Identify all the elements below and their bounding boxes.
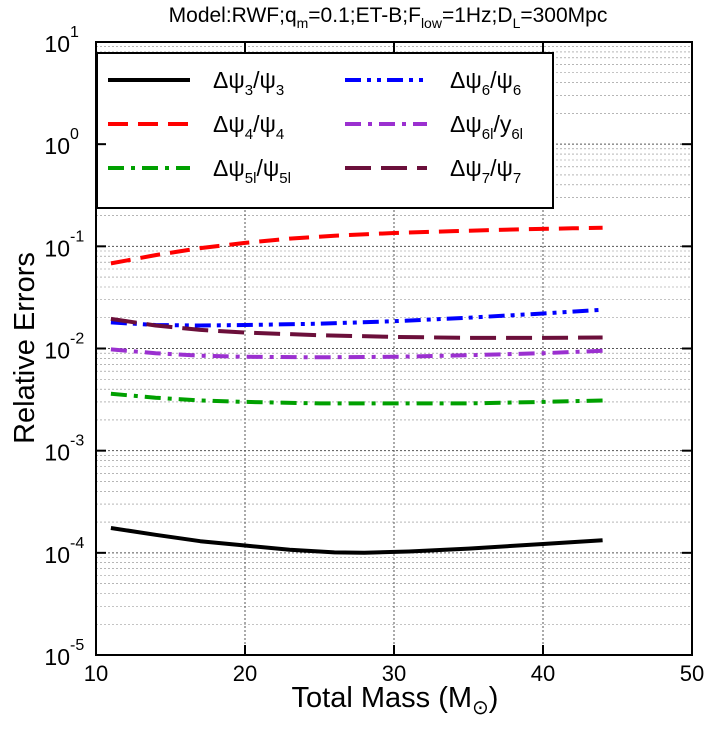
legend-label: Δψ6l/y6l [450,111,523,143]
y-tick-exponent: -1 [70,228,84,245]
y-axis-label: Relative Errors [9,252,41,444]
x-tick-label: 10 [84,661,108,686]
x-tick-label: 50 [680,661,704,686]
y-tick-label: 10 [44,440,70,466]
x-tick-label: 20 [233,661,257,686]
y-tick-label: 10 [44,31,70,57]
x-axis-label: Total Mass (M⊙) [292,682,499,719]
y-tick-exponent: -4 [70,535,84,552]
x-tick-label: 40 [531,661,555,686]
legend-label: Δψ7/ψ7 [450,155,521,187]
y-tick-exponent: 1 [70,24,79,41]
y-tick-label: 10 [44,235,70,261]
y-tick-label: 10 [44,644,70,670]
y-tick-label: 10 [44,133,70,159]
x-tick-label: 30 [382,661,406,686]
legend: Δψ3/ψ3 Δψ6/ψ6 Δψ4/ψ4 Δψ6l/y6l Δψ5l/ψ5l Δψ7/ψ7 [96,52,554,209]
series-line-5 [110,347,603,360]
y-tick-exponent: -5 [70,637,84,654]
legend-label: Δψ4/ψ4 [213,111,284,143]
y-tick-label: 10 [44,542,70,568]
legend-label: Δψ5l/ψ5l [213,155,291,187]
series-line-6 [110,316,603,340]
y-tick-label: 10 [44,338,70,364]
y-tick-exponent: 0 [70,126,79,143]
legend-label: Δψ3/ψ3 [213,67,284,99]
series-line-1 [110,526,603,555]
legend-label: Δψ6/ψ6 [450,67,521,99]
series-lines [110,225,603,555]
chart-title: Model:RWF;qm=0.1;ET-B;Flow=1Hz;DL=300Mpc [169,4,608,31]
y-tick-exponent: -2 [70,331,84,348]
series-line-3 [110,391,603,406]
series-line-2 [110,225,603,266]
y-tick-exponent: -3 [70,433,84,450]
